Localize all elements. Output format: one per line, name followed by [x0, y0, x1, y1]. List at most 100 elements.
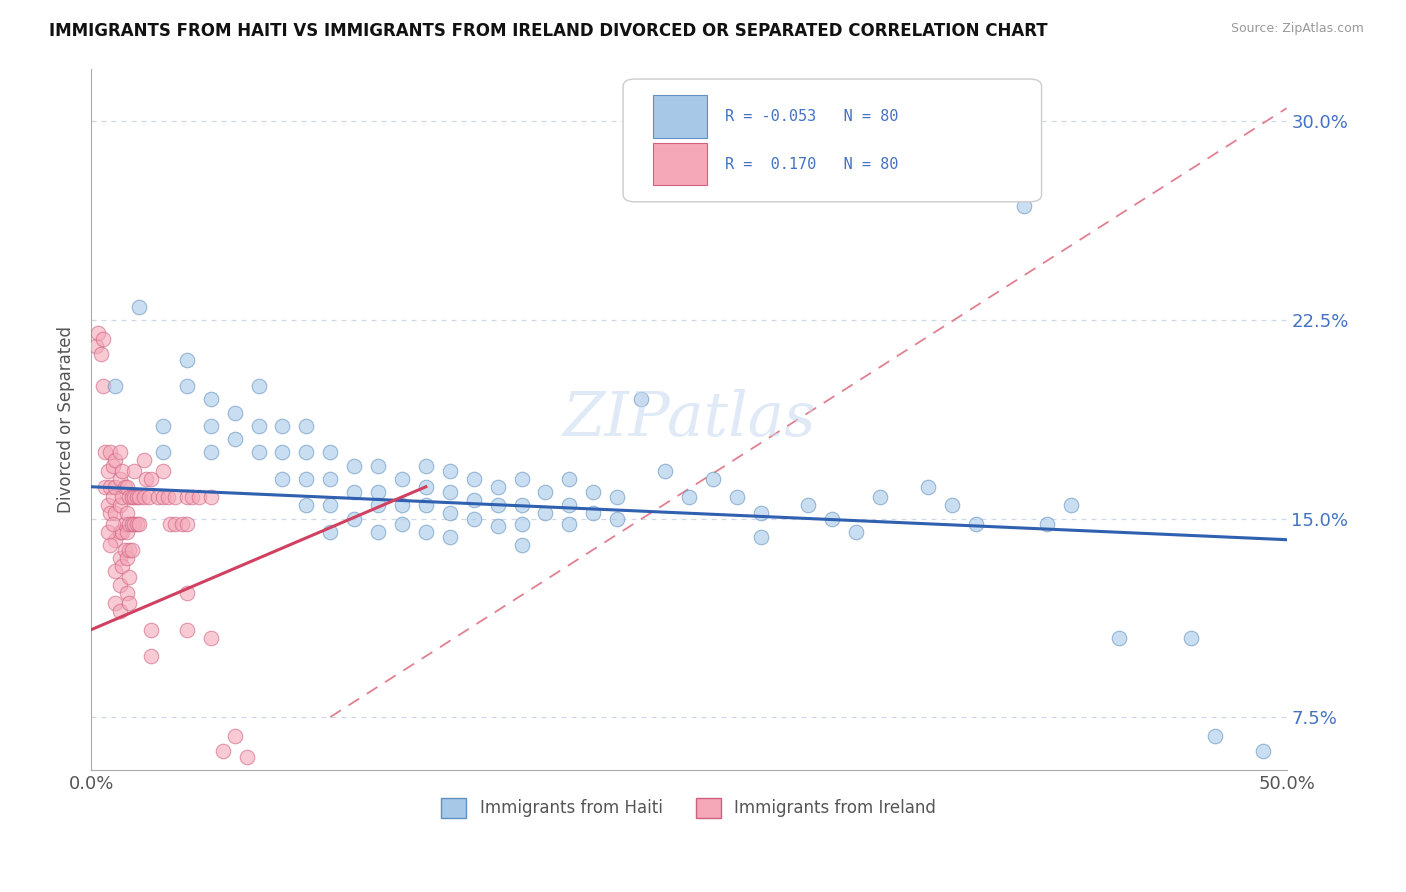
- Point: [97, 464, 120, 478]
- Point: [111, 559, 134, 574]
- Point: [869, 491, 891, 505]
- Point: [122, 491, 145, 505]
- Point: [941, 498, 963, 512]
- Point: [965, 516, 987, 531]
- Text: Source: ZipAtlas.com: Source: ZipAtlas.com: [1230, 22, 1364, 36]
- Point: [319, 472, 342, 486]
- Point: [319, 524, 342, 539]
- Point: [104, 565, 127, 579]
- Point: [415, 458, 437, 473]
- Point: [139, 472, 162, 486]
- Point: [115, 551, 138, 566]
- Point: [224, 729, 246, 743]
- Point: [111, 464, 134, 478]
- Point: [91, 379, 114, 393]
- Point: [152, 491, 174, 505]
- Point: [152, 464, 174, 478]
- Point: [121, 516, 143, 531]
- Point: [176, 585, 198, 599]
- Point: [463, 472, 485, 486]
- Text: ZIPatlas: ZIPatlas: [562, 389, 815, 450]
- Point: [439, 464, 461, 478]
- Point: [343, 458, 366, 473]
- Point: [98, 506, 121, 520]
- Point: [702, 472, 724, 486]
- Point: [101, 516, 124, 531]
- Point: [114, 480, 136, 494]
- Point: [917, 480, 939, 494]
- Point: [115, 480, 138, 494]
- Point: [1012, 199, 1035, 213]
- Point: [797, 498, 820, 512]
- Point: [654, 464, 676, 478]
- Point: [125, 516, 148, 531]
- FancyBboxPatch shape: [652, 95, 707, 137]
- Point: [97, 524, 120, 539]
- Point: [121, 543, 143, 558]
- Point: [104, 596, 127, 610]
- Point: [463, 493, 485, 508]
- Text: IMMIGRANTS FROM HAITI VS IMMIGRANTS FROM IRELAND DIVORCED OR SEPARATED CORRELATI: IMMIGRANTS FROM HAITI VS IMMIGRANTS FROM…: [49, 22, 1047, 40]
- Point: [582, 485, 605, 500]
- Point: [163, 516, 186, 531]
- Point: [415, 524, 437, 539]
- Point: [1251, 744, 1274, 758]
- Point: [87, 326, 110, 341]
- Point: [247, 379, 270, 393]
- Point: [247, 445, 270, 459]
- Text: R = -0.053   N = 80: R = -0.053 N = 80: [724, 109, 898, 124]
- Point: [1108, 631, 1130, 645]
- Point: [630, 392, 652, 407]
- Point: [295, 472, 318, 486]
- Point: [295, 445, 318, 459]
- Point: [101, 491, 124, 505]
- Point: [200, 445, 222, 459]
- Point: [122, 464, 145, 478]
- Point: [118, 570, 141, 584]
- Point: [200, 392, 222, 407]
- Point: [415, 480, 437, 494]
- Point: [91, 332, 114, 346]
- Point: [152, 445, 174, 459]
- Point: [319, 445, 342, 459]
- Point: [271, 418, 294, 433]
- Point: [367, 458, 389, 473]
- Point: [159, 516, 181, 531]
- Point: [94, 480, 117, 494]
- Point: [582, 506, 605, 520]
- Y-axis label: Divorced or Separated: Divorced or Separated: [58, 326, 75, 513]
- Point: [367, 524, 389, 539]
- Point: [111, 524, 134, 539]
- Point: [534, 485, 557, 500]
- Point: [98, 445, 121, 459]
- Point: [295, 418, 318, 433]
- Point: [139, 623, 162, 637]
- Point: [725, 491, 748, 505]
- Point: [391, 516, 413, 531]
- Point: [104, 453, 127, 467]
- Point: [111, 491, 134, 505]
- Point: [104, 379, 127, 393]
- Point: [439, 506, 461, 520]
- Point: [98, 538, 121, 552]
- Point: [391, 472, 413, 486]
- Point: [510, 472, 533, 486]
- Point: [486, 498, 509, 512]
- Point: [163, 491, 186, 505]
- Point: [558, 472, 581, 486]
- Point: [132, 491, 155, 505]
- Point: [176, 491, 198, 505]
- Point: [200, 631, 222, 645]
- Point: [558, 516, 581, 531]
- Point: [152, 418, 174, 433]
- Point: [135, 472, 157, 486]
- Point: [128, 516, 150, 531]
- Point: [1180, 631, 1202, 645]
- Point: [200, 491, 222, 505]
- Point: [510, 538, 533, 552]
- Point: [98, 480, 121, 494]
- Point: [463, 511, 485, 525]
- Point: [271, 472, 294, 486]
- Point: [125, 491, 148, 505]
- Point: [104, 480, 127, 494]
